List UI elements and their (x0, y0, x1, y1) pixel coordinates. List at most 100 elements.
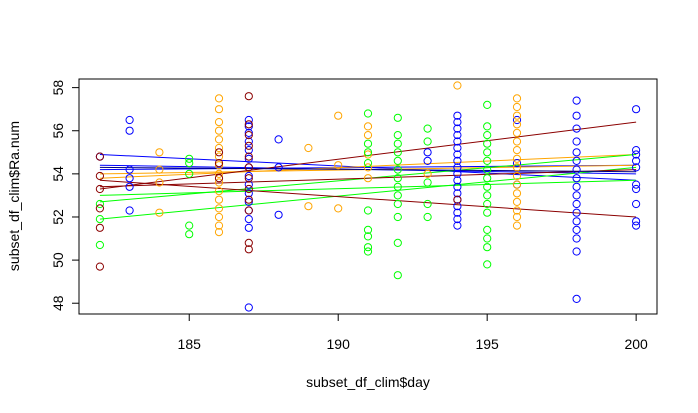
data-point (214, 228, 224, 237)
data-point (512, 180, 522, 189)
data-point (214, 152, 224, 161)
data-point (393, 131, 402, 140)
data-point (483, 165, 492, 174)
data-point (214, 159, 224, 168)
y-axis-title: subset_df_clim$Ra.num (6, 121, 22, 271)
data-point (632, 221, 641, 230)
data-point (393, 182, 402, 191)
data-point (483, 225, 492, 234)
data-point (214, 178, 224, 187)
data-point (512, 128, 522, 137)
data-point (363, 159, 373, 168)
data-point (423, 148, 432, 157)
data-point (453, 189, 462, 198)
data-point (363, 131, 373, 140)
y-tick-label: 56 (50, 123, 66, 139)
data-point (572, 137, 581, 146)
data-point (334, 204, 343, 213)
data-point (483, 139, 492, 148)
data-point (274, 210, 283, 219)
data-point (244, 197, 253, 206)
data-point (244, 215, 253, 224)
data-point (453, 111, 462, 120)
data-point (512, 159, 522, 168)
data-point (453, 137, 462, 146)
data-point (572, 124, 581, 133)
data-point (125, 115, 134, 125)
fit-line (99, 179, 637, 218)
data-point (453, 169, 462, 178)
x-tick-label: 185 (178, 336, 202, 352)
x-tick-label: 195 (475, 336, 499, 352)
data-point (483, 243, 492, 252)
data-point (274, 135, 283, 144)
data-point (214, 135, 224, 144)
data-point (453, 221, 462, 230)
data-point (244, 174, 253, 183)
data-point (95, 152, 105, 161)
data-point (483, 208, 492, 217)
data-point (512, 154, 522, 163)
data-point (363, 163, 373, 172)
data-point (244, 180, 253, 189)
y-tick-label: 48 (50, 295, 66, 311)
data-point (334, 111, 343, 120)
data-point (244, 154, 253, 163)
data-point (214, 169, 224, 178)
data-point (214, 143, 224, 153)
data-point (512, 197, 522, 206)
data-points (95, 81, 641, 312)
data-point (244, 92, 253, 101)
data-point (393, 139, 402, 148)
data-point (453, 215, 462, 224)
data-point (572, 148, 581, 157)
data-point (244, 152, 253, 161)
data-point (185, 169, 194, 178)
fit-line (99, 164, 637, 171)
x-tick-label: 200 (624, 336, 648, 352)
data-point (244, 120, 253, 129)
data-point (214, 105, 224, 114)
data-point (155, 148, 164, 157)
data-point (363, 122, 373, 131)
data-point (214, 221, 224, 230)
data-point (214, 94, 224, 103)
data-point (244, 128, 253, 137)
data-point (632, 150, 641, 159)
data-point (632, 156, 641, 165)
fit-line (99, 179, 637, 196)
data-point (155, 208, 164, 217)
data-point (214, 148, 224, 157)
data-point (244, 303, 253, 312)
data-point (632, 184, 641, 194)
data-point (95, 171, 105, 181)
data-point (572, 156, 581, 165)
data-point (214, 204, 224, 213)
data-point (483, 100, 492, 110)
data-point (95, 199, 105, 209)
data-point (453, 182, 462, 191)
data-point (334, 161, 343, 170)
data-point (423, 212, 432, 222)
data-point (512, 212, 522, 222)
data-point (95, 184, 105, 194)
data-point (95, 240, 105, 250)
data-point (483, 260, 492, 269)
data-point (363, 109, 373, 118)
data-point (423, 178, 432, 187)
data-point (214, 195, 224, 204)
data-point (214, 118, 224, 127)
data-point (155, 165, 164, 174)
data-point (185, 230, 194, 239)
data-point (363, 225, 373, 234)
data-point (632, 180, 641, 189)
y-tick-label: 58 (50, 80, 66, 96)
data-point (244, 146, 253, 155)
fit-line (99, 166, 637, 220)
data-point (632, 146, 641, 155)
data-point (393, 165, 402, 174)
y-tick-label: 52 (50, 209, 66, 225)
data-point (632, 217, 641, 226)
data-point (244, 223, 253, 232)
